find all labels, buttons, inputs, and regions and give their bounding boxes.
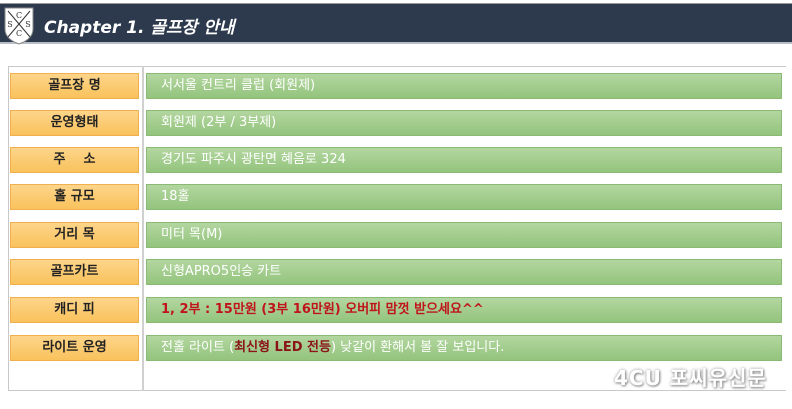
value-text: 전홀 라이트 ( (161, 340, 235, 355)
row-label: 주 소 (10, 147, 139, 173)
table-row: 홀 규모 18홀 (10, 184, 782, 210)
table-row: 운영형태 회원제 (2부 / 3부제) (10, 110, 782, 136)
row-label: 홀 규모 (10, 184, 139, 210)
row-label: 골프장 명 (10, 73, 139, 99)
row-value: 서서울 컨트리 클럽 (회원제) (146, 73, 782, 99)
row-label: 운영형태 (10, 110, 139, 136)
table-row: 골프카트 신형APRO5인승 카트 (10, 259, 782, 285)
row-label: 라이트 운영 (10, 335, 139, 361)
svg-text:C: C (16, 29, 22, 38)
svg-text:S: S (25, 20, 30, 29)
table-row: 캐디 피 1, 2부 : 15만원 (3부 16만원) 오버피 맘껏 받으세요^… (10, 297, 782, 323)
top-border (0, 0, 792, 4)
page-title: Chapter 1. 골프장 안내 (44, 18, 235, 38)
value-text: ) 낮같이 환해서 볼 잘 보입니다. (330, 340, 505, 355)
table-row: 주 소 경기도 파주시 광탄면 혜음로 324 (10, 147, 782, 173)
row-label: 캐디 피 (10, 297, 139, 323)
scsc-logo-icon: C S S C (4, 7, 34, 45)
row-value: 미터 목(M) (146, 222, 782, 248)
row-label: 골프카트 (10, 259, 139, 285)
svg-text:S: S (7, 20, 12, 29)
row-value: 18홀 (146, 184, 782, 210)
chapter-header: C S S C Chapter 1. 골프장 안내 (0, 4, 792, 45)
row-value: 1, 2부 : 15만원 (3부 16만원) 오버피 맘껏 받으세요^^ (146, 297, 782, 323)
row-value: 신형APRO5인승 카트 (146, 259, 782, 285)
svg-text:C: C (16, 11, 22, 20)
table-row: 라이트 운영 전홀 라이트 (최신형 LED 전등) 낮같이 환해서 볼 잘 보… (10, 335, 782, 361)
value-highlight: 최신형 LED 전등 (234, 340, 331, 355)
table-row: 거리 목 미터 목(M) (10, 222, 782, 248)
column-divider (142, 66, 144, 391)
watermark: 4CU 포씨유신문 (614, 366, 767, 390)
row-label: 거리 목 (10, 222, 139, 248)
row-value: 경기도 파주시 광탄면 혜음로 324 (146, 147, 782, 173)
info-table (8, 66, 786, 391)
row-value: 회원제 (2부 / 3부제) (146, 110, 782, 136)
row-value: 전홀 라이트 (최신형 LED 전등) 낮같이 환해서 볼 잘 보입니다. (146, 335, 782, 361)
table-row: 골프장 명 서서울 컨트리 클럽 (회원제) (10, 73, 782, 99)
